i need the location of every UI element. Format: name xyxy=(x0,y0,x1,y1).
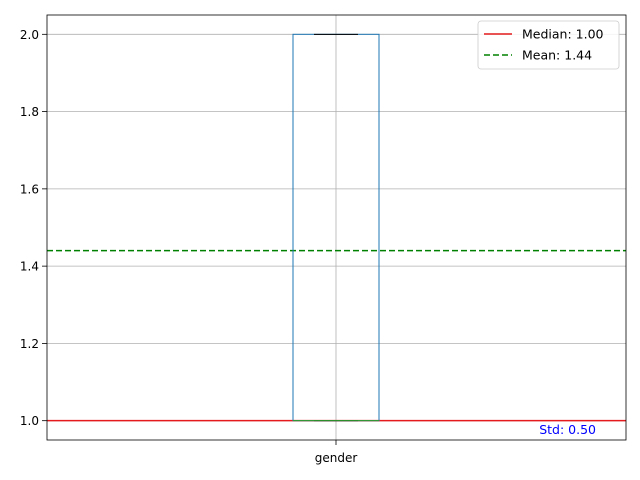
y-tick-label: 1.2 xyxy=(20,337,39,351)
y-tick-label: 2.0 xyxy=(20,28,39,42)
plot-frame xyxy=(46,14,627,441)
plot-area xyxy=(47,15,626,440)
legend-frame xyxy=(477,20,620,70)
y-tick-label: 1.0 xyxy=(20,414,39,428)
legend-median-label: Median: 1.00 xyxy=(522,27,604,42)
legend-mean-label: Mean: 1.44 xyxy=(522,48,592,63)
y-tick-label: 1.4 xyxy=(20,260,39,274)
y-axis: 1.0 1.2 1.4 1.6 1.8 2.0 xyxy=(20,28,47,428)
legend: Median: 1.00 Mean: 1.44 xyxy=(477,20,620,70)
x-tick-label: gender xyxy=(315,451,358,465)
box-group xyxy=(292,33,380,422)
y-tick-label: 1.8 xyxy=(20,105,39,119)
x-axis: gender xyxy=(315,440,358,465)
y-tick-label: 1.6 xyxy=(20,182,39,196)
std-annotation: Std: 0.50 xyxy=(539,422,596,437)
